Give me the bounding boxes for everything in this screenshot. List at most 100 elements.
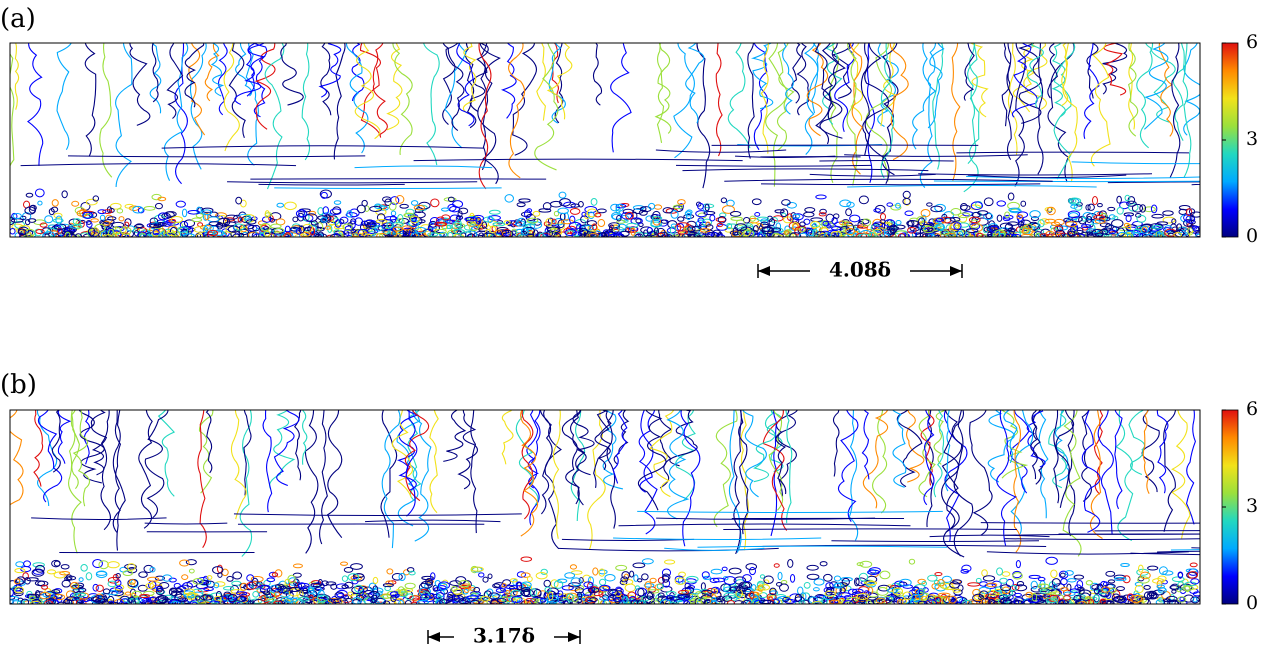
contour-blob (1058, 599, 1065, 604)
contour-blob (516, 202, 526, 208)
contour-line (391, 410, 414, 498)
contour-line (1062, 410, 1082, 557)
contour-blob (61, 579, 71, 588)
contour-blob (863, 579, 875, 587)
contour-blob (85, 572, 93, 581)
contour-line (521, 410, 534, 520)
contour-blob (524, 209, 532, 219)
contour-blob (532, 233, 539, 237)
contour-blob (845, 227, 856, 236)
contour-blob (617, 223, 627, 231)
contour-blob (789, 232, 802, 237)
contour-line (304, 410, 319, 554)
contour-blob (1031, 593, 1038, 602)
contour-blob (839, 220, 846, 226)
contour-blob (113, 584, 125, 591)
contour-blob (607, 588, 619, 597)
contour-line (404, 410, 430, 502)
contour-line (872, 410, 888, 514)
contour-line (27, 43, 44, 166)
plot-frame (9, 409, 1201, 605)
contour-blob (207, 229, 219, 237)
contour-blob (1064, 218, 1074, 228)
contour-blob (588, 233, 599, 237)
contour-line (129, 43, 151, 126)
contour-line (715, 43, 723, 157)
contour-blob (641, 558, 654, 565)
contour-line (1001, 410, 1029, 479)
contour-blob (128, 579, 136, 585)
contour-line (157, 410, 176, 497)
contour-blob (441, 214, 451, 221)
contour-blob (472, 214, 484, 222)
contour-blob (902, 197, 911, 205)
contour-blob (221, 595, 228, 602)
contour-blob (1178, 204, 1191, 211)
contour-blob (327, 220, 337, 226)
contour-blob (395, 218, 405, 226)
contour-blob (822, 220, 830, 227)
contour-blob (259, 584, 271, 590)
contour-blob (155, 586, 163, 591)
contour-blob (361, 199, 368, 207)
contour-line (969, 410, 993, 536)
contour-blob (566, 593, 574, 602)
contour-blob (409, 595, 420, 601)
contour-blob (1176, 223, 1183, 231)
contour-blob (70, 584, 84, 590)
contour-line (827, 43, 840, 121)
contour-line (775, 410, 799, 495)
contour-blob (879, 219, 886, 225)
contour-blob (488, 209, 501, 215)
contour-blob (217, 214, 228, 224)
contour-blob (666, 227, 677, 234)
contour-blob (338, 219, 345, 225)
contour-blob (773, 563, 780, 568)
contour-blob (488, 592, 500, 600)
contour-blob (756, 216, 770, 222)
contour-blob (845, 222, 855, 232)
contour-blob (37, 200, 43, 206)
contour-blob (854, 577, 860, 587)
contour-blob (370, 233, 384, 237)
contour-blob (15, 561, 25, 568)
contour-blob (71, 200, 80, 207)
contour-blob (139, 593, 150, 599)
contour-line (696, 43, 711, 189)
contour-blob (405, 593, 414, 601)
contour-blob (1082, 226, 1088, 231)
contour-blob (371, 594, 378, 604)
contour-blob (73, 234, 80, 237)
contour-blob (989, 225, 1000, 233)
contour-blob (44, 215, 54, 224)
contour-blob (660, 229, 668, 237)
contour-line (1071, 161, 1200, 165)
contour-blob (97, 209, 107, 215)
contour-blob (986, 582, 998, 588)
contour-blob (283, 598, 294, 603)
contour-line (747, 43, 755, 159)
contour-blob (716, 222, 723, 228)
contour-blob (695, 210, 708, 218)
contour-blob (641, 573, 649, 581)
contour-blob (897, 598, 904, 604)
contour-line (918, 173, 1153, 176)
contour-line (184, 43, 205, 108)
contour-blob (637, 578, 643, 583)
contour-line (512, 43, 537, 156)
contour-blob (215, 223, 228, 228)
contour-blob (431, 231, 445, 237)
contour-blob (902, 584, 913, 589)
contour-line (534, 43, 559, 171)
contour-blob (577, 201, 584, 208)
contour-line (302, 410, 308, 465)
contour-blob (1171, 589, 1177, 594)
contour-blob (332, 206, 342, 215)
contour-blob (547, 591, 554, 601)
contour-blob (585, 596, 597, 604)
contour-blob (344, 597, 354, 604)
contour-blob (959, 204, 971, 211)
contour-blob (376, 232, 388, 237)
contour-blob (557, 590, 564, 598)
contour-blob (87, 227, 96, 237)
